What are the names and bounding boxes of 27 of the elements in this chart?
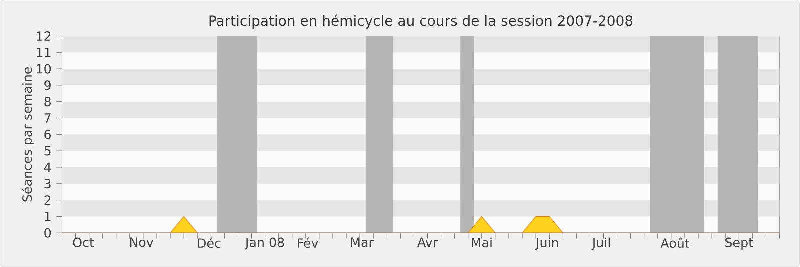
y-tick-label: 3 (44, 178, 51, 189)
x-tick-label: Fév (298, 238, 318, 248)
x-tick-label: Oct (73, 238, 94, 248)
x-tick-label: Juil (592, 238, 610, 250)
y-tick-label: 12 (37, 31, 51, 41)
x-tick-label: Sept (726, 238, 754, 250)
chart-title: Participation en hémicycle au cours de la session 2007-2008 (210, 14, 633, 29)
y-tick-label: 9 (44, 80, 51, 90)
x-tick-label: Déc (198, 238, 221, 248)
y-tick-label: 4 (44, 162, 52, 172)
x-tick-label: Avr (418, 238, 438, 247)
x-tick-label: Mar (351, 238, 374, 248)
y-tick-label: 11 (37, 48, 51, 58)
x-tick-label: Juin (535, 238, 558, 250)
x-tick-label: Août (660, 238, 690, 248)
y-tick-label: 8 (44, 96, 51, 106)
y-tick-label: 7 (44, 113, 51, 123)
y-tick-label: 0 (44, 228, 51, 238)
y-tick-label: 5 (44, 146, 51, 156)
y-tick-label: 6 (44, 130, 52, 140)
x-tick-label: Jan 08 (244, 238, 284, 250)
y-tick-label: 10 (37, 64, 51, 74)
y-tick-label: 2 (44, 195, 51, 205)
x-tick-label: Mai (472, 238, 492, 248)
y-axis-title: Séances par semaine (22, 67, 35, 202)
y-tick-label: 1 (45, 212, 51, 222)
x-tick-label: Nov (130, 238, 154, 248)
